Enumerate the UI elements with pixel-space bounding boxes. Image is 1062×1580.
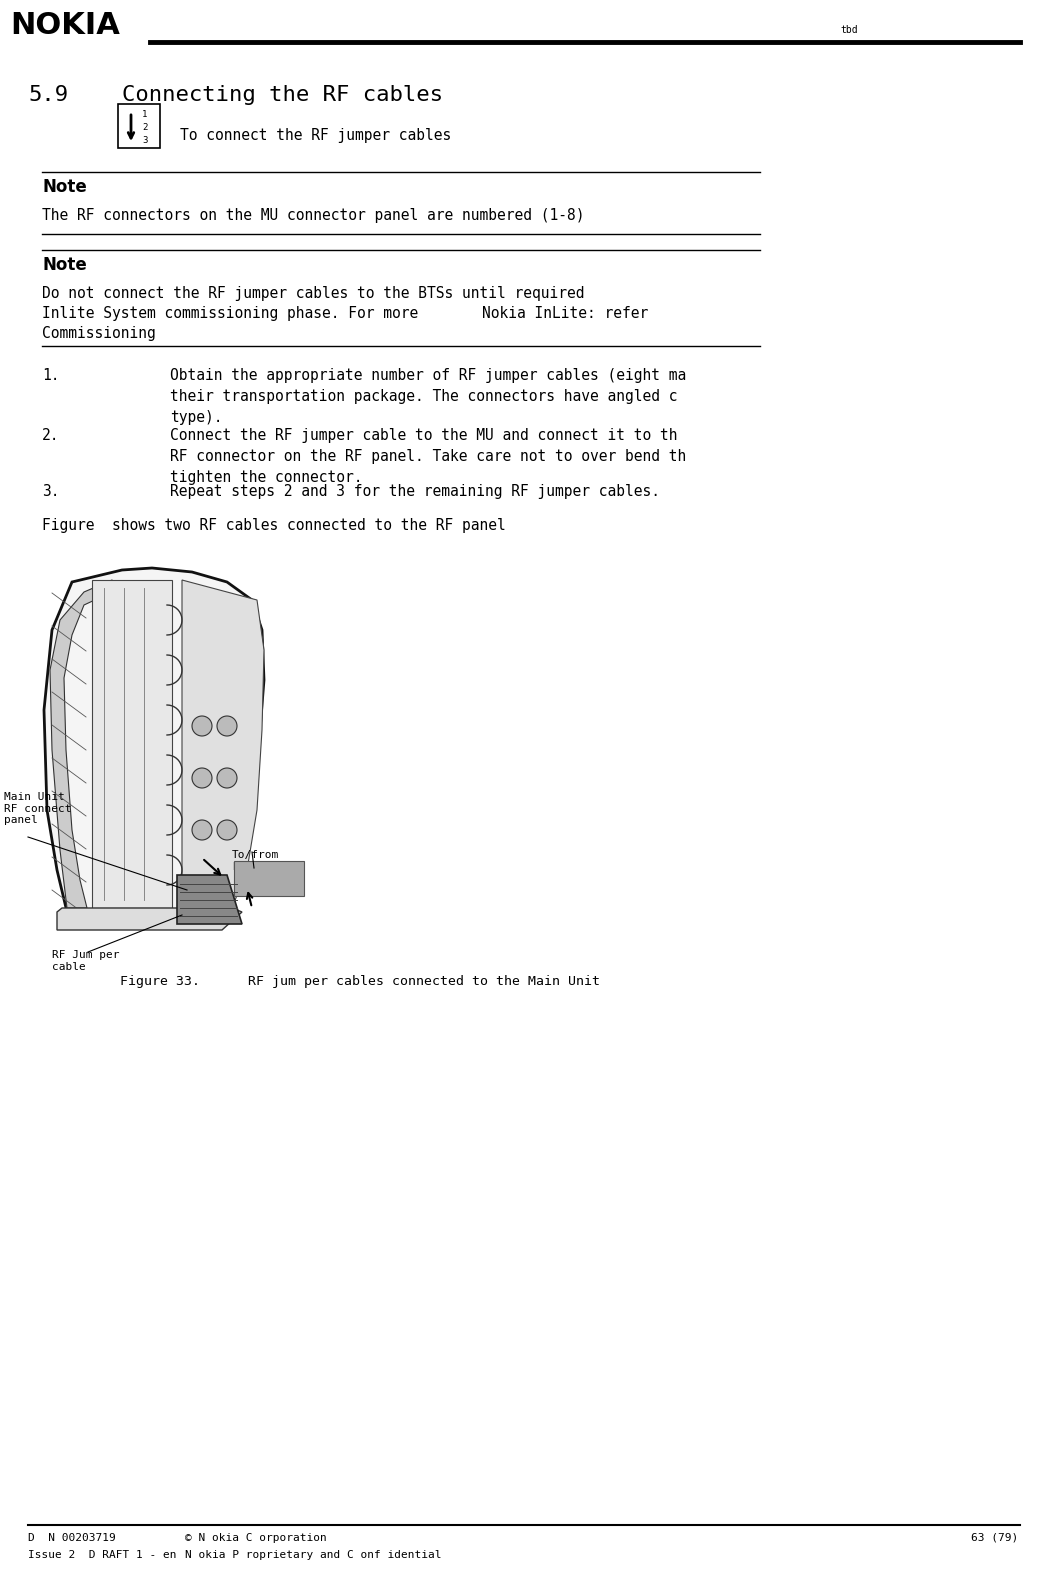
Text: 1: 1 bbox=[142, 111, 148, 118]
Text: tighten the connector.: tighten the connector. bbox=[170, 469, 362, 485]
Text: 3: 3 bbox=[142, 136, 148, 145]
Polygon shape bbox=[92, 580, 172, 908]
Polygon shape bbox=[50, 580, 114, 908]
Circle shape bbox=[192, 820, 212, 841]
Circle shape bbox=[217, 716, 237, 736]
Text: Figure  shows two RF cables connected to the RF panel: Figure shows two RF cables connected to … bbox=[42, 518, 506, 532]
Bar bbox=[234, 861, 304, 896]
Circle shape bbox=[217, 820, 237, 841]
Text: 2: 2 bbox=[142, 123, 148, 133]
Text: Main Unit
RF connect
panel: Main Unit RF connect panel bbox=[4, 792, 71, 825]
Text: Connect the RF jumper cable to the MU and connect it to th: Connect the RF jumper cable to the MU an… bbox=[170, 428, 678, 442]
Circle shape bbox=[217, 768, 237, 788]
Polygon shape bbox=[177, 875, 242, 924]
Polygon shape bbox=[182, 580, 264, 908]
Text: Nokia InLite: refer: Nokia InLite: refer bbox=[482, 307, 648, 321]
Text: To connect the RF jumper cables: To connect the RF jumper cables bbox=[179, 128, 451, 144]
Text: RF connector on the RF panel. Take care not to over bend th: RF connector on the RF panel. Take care … bbox=[170, 449, 686, 465]
Text: N okia P roprietary and C onf idential: N okia P roprietary and C onf idential bbox=[185, 1550, 442, 1559]
Text: 2.: 2. bbox=[42, 428, 59, 442]
Text: 63 (79): 63 (79) bbox=[971, 1533, 1018, 1544]
Text: Note: Note bbox=[42, 179, 87, 196]
Text: 3.: 3. bbox=[42, 483, 59, 499]
Text: Do not connect the RF jumper cables to the BTSs until required: Do not connect the RF jumper cables to t… bbox=[42, 286, 584, 302]
Circle shape bbox=[192, 768, 212, 788]
Text: RF Jum per
cable: RF Jum per cable bbox=[52, 950, 120, 972]
Text: Note: Note bbox=[42, 256, 87, 273]
Text: type).: type). bbox=[170, 409, 223, 425]
Polygon shape bbox=[44, 567, 264, 912]
Text: 5.9: 5.9 bbox=[28, 85, 68, 104]
Text: their transportation package. The connectors have angled c: their transportation package. The connec… bbox=[170, 389, 678, 404]
Bar bbox=[118, 104, 160, 149]
Text: tbd: tbd bbox=[840, 25, 858, 35]
Text: 1.: 1. bbox=[42, 368, 59, 382]
Text: Inlite System commissioning phase. For more: Inlite System commissioning phase. For m… bbox=[42, 307, 427, 321]
Text: D  N 00203719: D N 00203719 bbox=[28, 1533, 116, 1544]
Text: Commissioning: Commissioning bbox=[42, 325, 156, 341]
Text: Figure 33.      RF jum per cables connected to the Main Unit: Figure 33. RF jum per cables connected t… bbox=[120, 975, 600, 988]
Text: © N okia C orporation: © N okia C orporation bbox=[185, 1533, 327, 1544]
Text: NOKIA: NOKIA bbox=[10, 11, 120, 40]
Text: Issue 2  D RAFT 1 - en: Issue 2 D RAFT 1 - en bbox=[28, 1550, 176, 1559]
Text: Repeat steps 2 and 3 for the remaining RF jumper cables.: Repeat steps 2 and 3 for the remaining R… bbox=[170, 483, 660, 499]
Text: To/from
BTS: To/from BTS bbox=[232, 850, 279, 872]
Text: The RF connectors on the MU connector panel are numbered (1-8): The RF connectors on the MU connector pa… bbox=[42, 209, 584, 223]
Circle shape bbox=[192, 716, 212, 736]
Text: Obtain the appropriate number of RF jumper cables (eight ma: Obtain the appropriate number of RF jump… bbox=[170, 368, 686, 382]
Polygon shape bbox=[57, 908, 242, 931]
Text: Connecting the RF cables: Connecting the RF cables bbox=[122, 85, 443, 104]
